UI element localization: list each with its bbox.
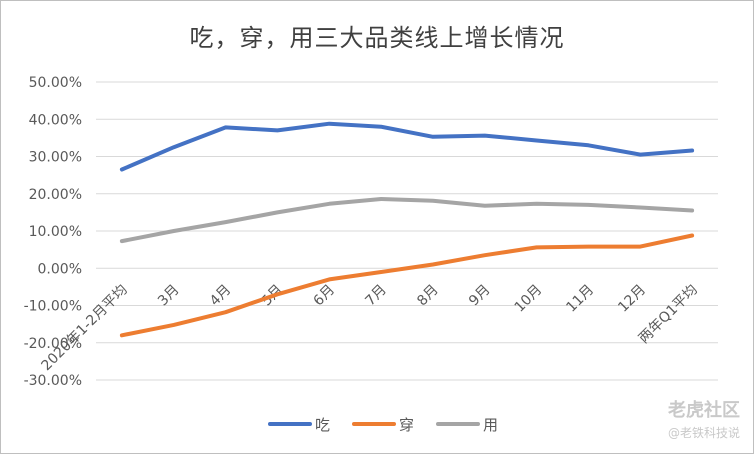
series-line-1	[119, 233, 695, 338]
watermark-handle: @老铁科技说	[667, 426, 740, 440]
y-tick-label: -10.00%	[24, 299, 82, 315]
y-tick-label: 0.00%	[38, 261, 82, 277]
y-axis-tick-labels: 50.00% 40.00% 30.00% 20.00% 10.00% 0.00% -10.0…	[24, 75, 82, 389]
y-tick-label: -20.00%	[24, 336, 82, 352]
series-line-2	[119, 197, 695, 244]
legend-label-1: 穿	[399, 416, 414, 434]
x-tick-label: 2020年1-2月平均	[38, 282, 130, 374]
chart-title: 吃，穿，用三大品类线上增长情况	[189, 24, 565, 52]
watermark: 老虎社区 @老铁科技说	[668, 396, 740, 441]
watermark-logo-text: 老虎社区	[668, 400, 740, 421]
series-lines	[119, 121, 695, 338]
x-tick-label: 11月	[563, 282, 597, 316]
legend-label-0: 吃	[315, 416, 330, 434]
y-tick-label: -30.00%	[24, 373, 82, 389]
series-line-0	[119, 121, 695, 172]
y-tick-label: 30.00%	[29, 150, 82, 166]
y-tick-label: 50.00%	[29, 75, 82, 91]
y-tick-label: 40.00%	[29, 112, 82, 128]
x-tick-label: 10月	[512, 282, 546, 316]
gridlines	[96, 81, 718, 381]
x-tick-label: 12月	[615, 282, 649, 316]
legend: 吃穿用	[268, 416, 498, 434]
y-tick-label: 10.00%	[29, 224, 82, 240]
y-tick-label: 20.00%	[29, 187, 82, 203]
legend-label-2: 用	[483, 416, 498, 434]
